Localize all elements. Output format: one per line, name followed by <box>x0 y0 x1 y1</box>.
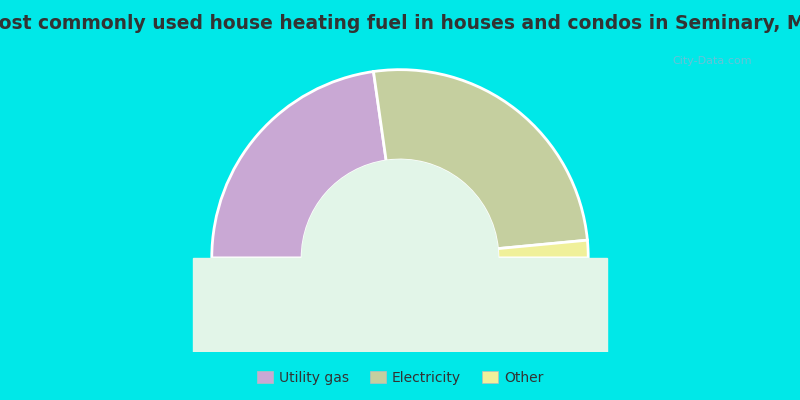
Wedge shape <box>374 70 587 249</box>
Legend: Utility gas, Electricity, Other: Utility gas, Electricity, Other <box>251 365 549 390</box>
Wedge shape <box>212 72 386 258</box>
Bar <box>193 258 607 371</box>
Text: Most commonly used house heating fuel in houses and condos in Seminary, MS: Most commonly used house heating fuel in… <box>0 14 800 33</box>
Wedge shape <box>498 240 588 258</box>
Circle shape <box>302 160 498 356</box>
Text: City-Data.com: City-Data.com <box>672 56 752 66</box>
